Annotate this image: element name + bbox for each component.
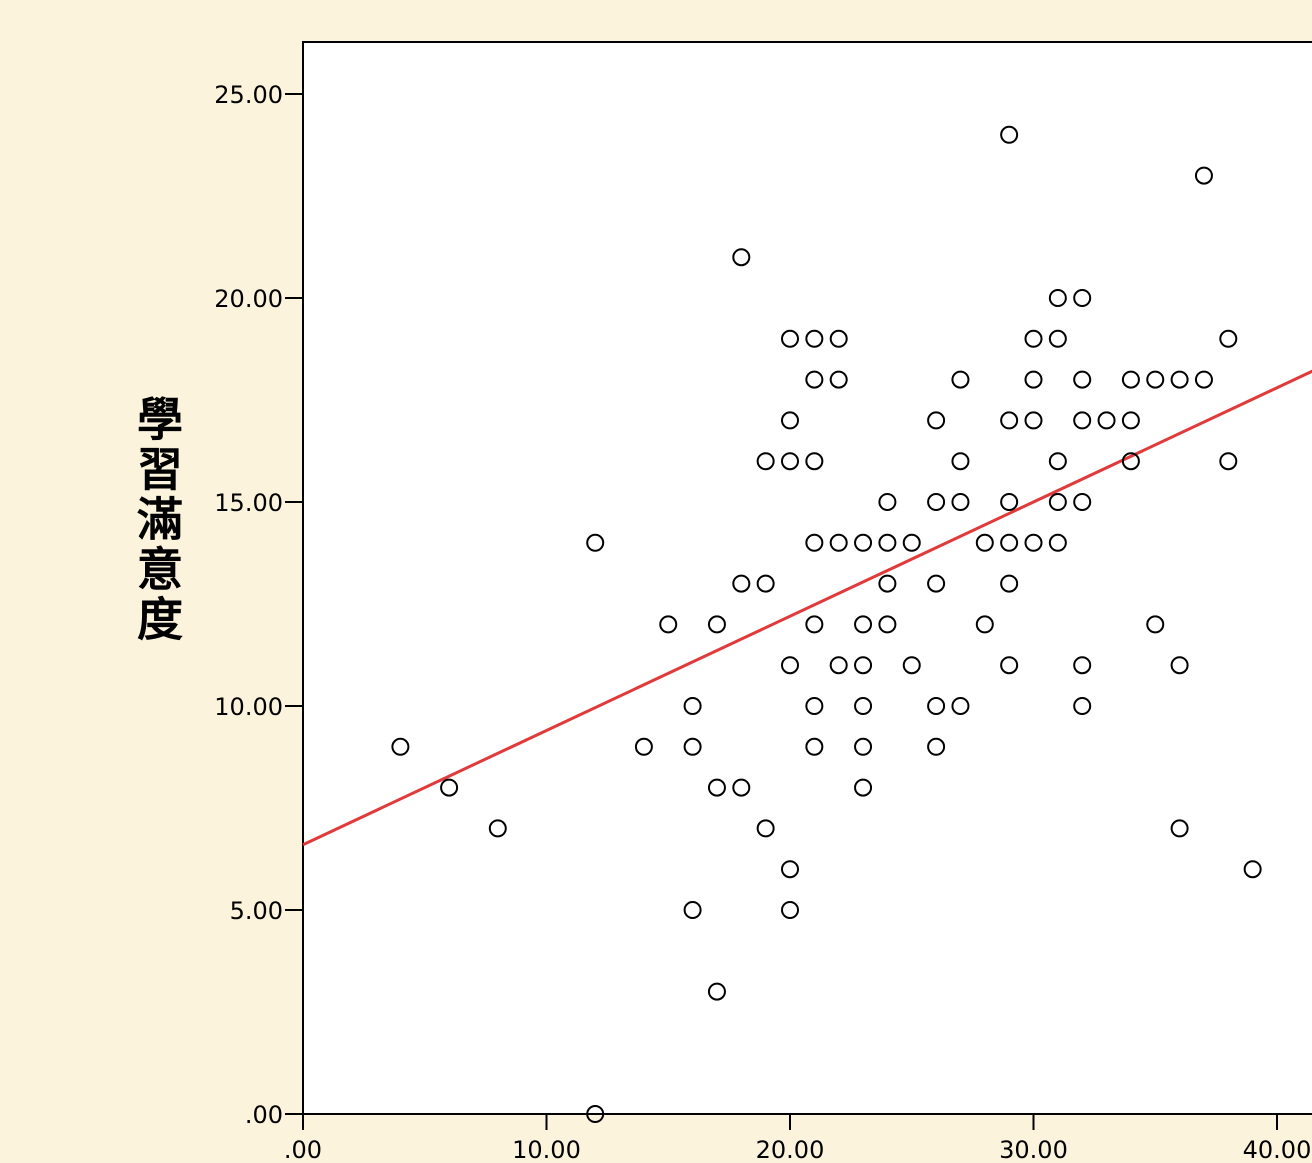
y-tick-label: 10.00 <box>214 693 283 721</box>
x-tick-label: .00 <box>284 1136 322 1163</box>
plot-area <box>303 42 1312 1114</box>
x-tick-label: 40.00 <box>1243 1136 1312 1163</box>
y-axis-label: 學習滿意度 <box>100 395 190 645</box>
y-tick-label: 5.00 <box>230 897 283 925</box>
y-tick-label: 20.00 <box>214 285 283 313</box>
x-tick-label: 20.00 <box>756 1136 825 1163</box>
y-tick-label: 15.00 <box>214 489 283 517</box>
x-tick-label: 30.00 <box>999 1136 1068 1163</box>
x-tick-label: 10.00 <box>512 1136 581 1163</box>
y-tick-label: 25.00 <box>214 81 283 109</box>
y-tick-label: .00 <box>245 1101 283 1129</box>
